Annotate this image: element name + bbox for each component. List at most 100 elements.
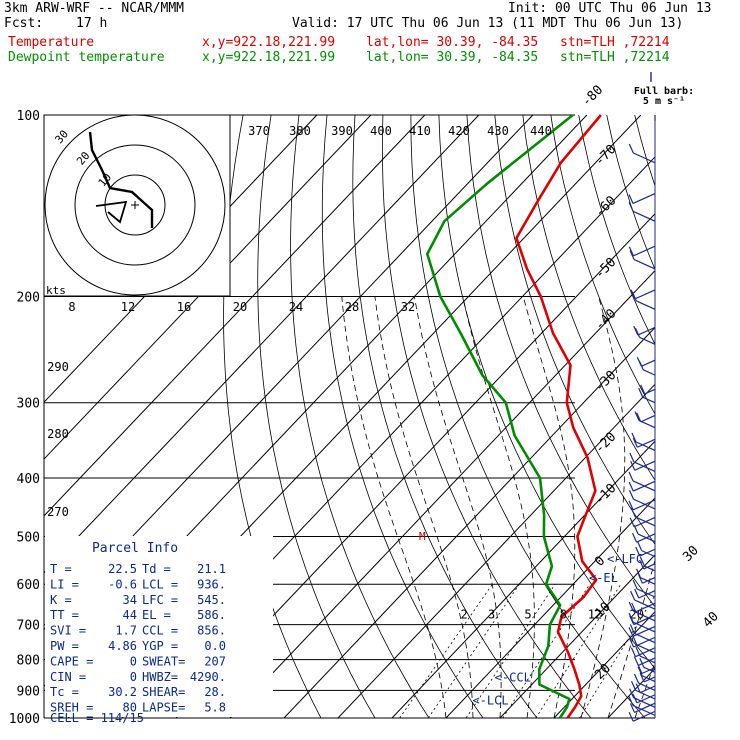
parcel-info-label: EL = bbox=[142, 608, 171, 622]
wind-barb-flag bbox=[628, 194, 634, 204]
wind-barb-flag bbox=[631, 602, 637, 613]
wind-barb-flag bbox=[638, 387, 644, 398]
moist-adiabat-line bbox=[414, 296, 502, 718]
mixing-ratio-label: 3 bbox=[488, 608, 495, 622]
speed-tick-label: 24 bbox=[289, 300, 303, 314]
wind-barb-staff bbox=[634, 516, 656, 527]
moist-adiabat-line bbox=[580, 296, 626, 718]
wind-barb-flag bbox=[637, 541, 643, 551]
parcel-info-label: LAPSE= bbox=[142, 701, 185, 715]
wind-barb-flag bbox=[634, 328, 641, 338]
temperature-profile-line bbox=[515, 114, 602, 719]
parcel-info-value: 936. bbox=[197, 577, 226, 591]
isotherm-line bbox=[337, 383, 655, 718]
parcel-info-value: 207 bbox=[204, 654, 226, 668]
wind-barb-flag bbox=[632, 635, 638, 645]
wind-barb-flag bbox=[635, 546, 641, 557]
speed-tick-label: 12 bbox=[121, 300, 135, 314]
wind-barb bbox=[632, 579, 656, 598]
wind-barb bbox=[634, 411, 656, 429]
wind-barb-staff bbox=[633, 614, 656, 626]
parcel-info-value: 5.8 bbox=[204, 701, 226, 715]
theta-label: 380 bbox=[289, 124, 311, 138]
isotherm-label: -20 bbox=[592, 430, 619, 457]
wind-barb-staff bbox=[632, 480, 656, 492]
parcel-info-value: 545. bbox=[197, 593, 226, 607]
wind-barb-flag bbox=[628, 627, 634, 637]
wind-barb bbox=[628, 202, 656, 222]
wind-barb-staff bbox=[632, 499, 656, 511]
parcel-info-label: TT = bbox=[50, 608, 79, 622]
wind-barb bbox=[639, 658, 656, 673]
wind-barb bbox=[634, 588, 656, 599]
moist-adiabat-line bbox=[607, 558, 655, 718]
isotherm-line bbox=[391, 440, 655, 718]
wind-barb-flag bbox=[635, 646, 641, 657]
wind-barb-staff bbox=[635, 647, 656, 658]
theta-label: 430 bbox=[487, 124, 509, 138]
wind-barb-staff bbox=[643, 666, 656, 673]
wind-barb-flag bbox=[628, 612, 634, 623]
wind-barb-staff bbox=[634, 599, 656, 610]
wind-barb-staff bbox=[632, 210, 656, 222]
wind-barb-staff bbox=[634, 460, 656, 471]
parcel-info-label: K = bbox=[50, 593, 72, 607]
wind-barb bbox=[633, 673, 656, 691]
parcel-info-label: LCL = bbox=[142, 577, 178, 591]
wind-barb-flag bbox=[630, 680, 637, 691]
forecast-label: Fcst: bbox=[4, 16, 44, 31]
wind-barb-staff bbox=[636, 644, 656, 654]
isotherm-label: 20 bbox=[592, 661, 614, 683]
wind-barb-staff bbox=[633, 245, 656, 257]
wind-barb-flag bbox=[639, 556, 645, 567]
wind-barb bbox=[633, 325, 656, 336]
hodograph-ring-label: 20 bbox=[74, 149, 92, 168]
isotherm-label: -30 bbox=[592, 368, 619, 395]
parcel-info-label: Tc = bbox=[50, 685, 79, 699]
pressure-tick-label: 200 bbox=[17, 291, 40, 306]
wind-barb bbox=[632, 438, 656, 448]
wind-barb-staff bbox=[637, 438, 656, 448]
wind-barb bbox=[628, 245, 656, 257]
wind-barb bbox=[629, 702, 656, 713]
wind-barb-flag bbox=[637, 666, 643, 676]
wind-barb-flag bbox=[630, 461, 636, 471]
speed-tick-label: 20 bbox=[233, 300, 247, 314]
wind-barb-staff bbox=[642, 577, 656, 584]
parcel-info-label: PW = bbox=[50, 639, 79, 653]
wind-barb bbox=[638, 360, 656, 376]
wind-barb-staff bbox=[639, 685, 656, 694]
mixing-ratio-line bbox=[502, 584, 591, 718]
wind-barb-flag bbox=[633, 673, 640, 684]
wind-barb-staff bbox=[637, 326, 656, 336]
init-time: Init: 00 UTC Thu 06 Jun 13 bbox=[508, 1, 712, 16]
wind-barb bbox=[632, 635, 656, 654]
wind-barb-flag bbox=[628, 471, 634, 482]
wind-barb-flag bbox=[631, 291, 637, 302]
isotherm-line bbox=[445, 497, 655, 718]
parcel-info-value: 0 bbox=[130, 654, 137, 668]
isotherm-label: -60 bbox=[592, 193, 619, 220]
wind-barb-flag bbox=[628, 711, 634, 722]
dry-adiabat-line bbox=[691, 115, 740, 718]
isotherm-label: 30 bbox=[680, 543, 702, 565]
dewpoint-station: stn=TLH ,72214 bbox=[560, 50, 670, 65]
dewpoint-profile-line bbox=[426, 113, 574, 719]
wind-barb-flag bbox=[629, 624, 635, 634]
wind-barb-flag bbox=[630, 590, 636, 601]
temperature-station: stn=TLH ,72214 bbox=[560, 35, 670, 50]
isotherm-label: 40 bbox=[700, 609, 722, 631]
dry-adiabat-line bbox=[494, 115, 655, 545]
speed-tick-label: 28 bbox=[345, 300, 359, 314]
mixing-ratio-label: 8 bbox=[560, 608, 567, 622]
wind-barb bbox=[630, 647, 656, 658]
wind-barb-staff bbox=[632, 193, 656, 205]
wind-barb bbox=[635, 646, 656, 664]
wind-barb-staff bbox=[644, 565, 656, 572]
wind-barb-staff bbox=[640, 577, 656, 585]
wind-barb-staff bbox=[638, 657, 656, 666]
wind-barb-flag bbox=[631, 432, 637, 443]
temperature-latlon: lat,lon= 30.39, -84.35 bbox=[366, 35, 539, 50]
wind-barb bbox=[635, 683, 656, 694]
